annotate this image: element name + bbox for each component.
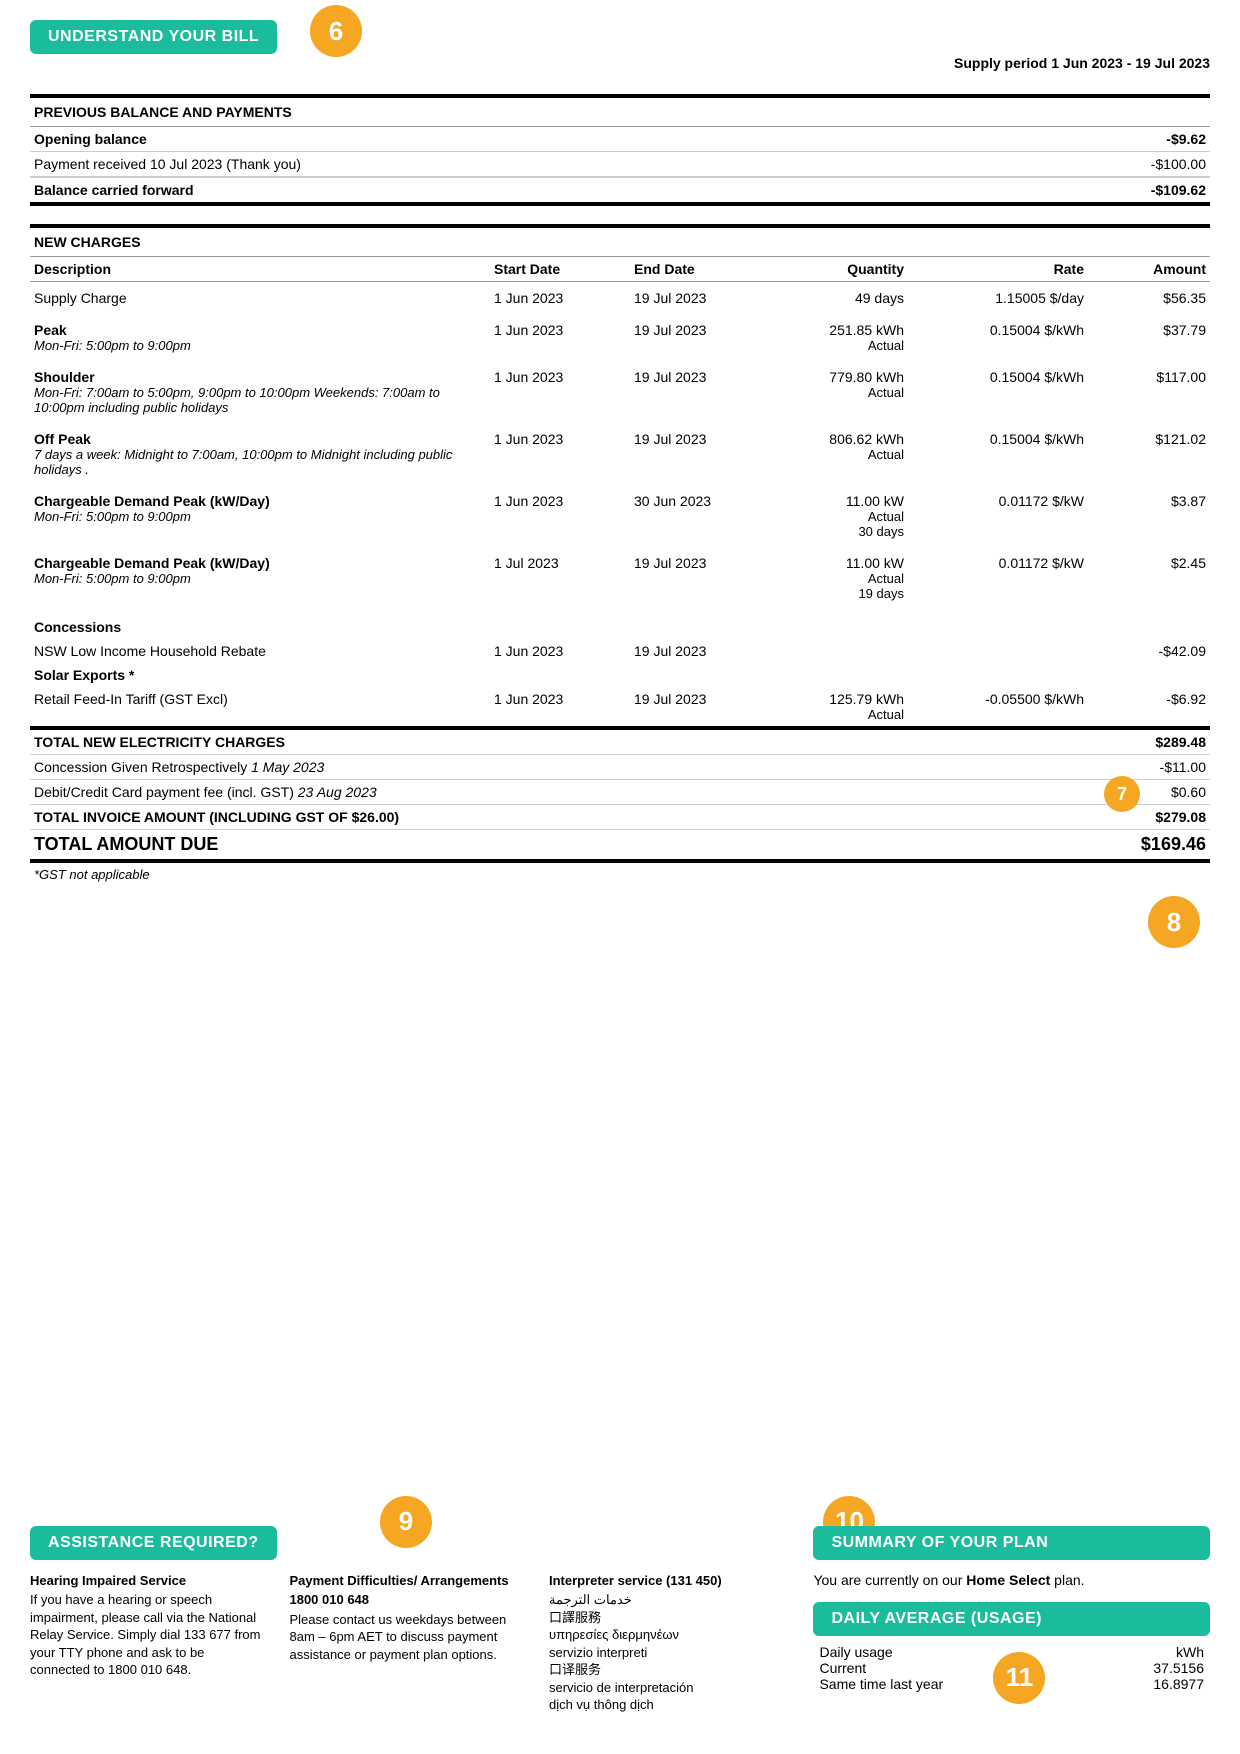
concession-desc: NSW Low Income Household Rebate (34, 643, 494, 659)
balance-carried-label: Balance carried forward (34, 182, 194, 198)
concession-end: 19 Jul 2023 (634, 643, 774, 659)
solar-label: Solar Exports * (34, 667, 494, 683)
usage-unit: kWh (1104, 1644, 1204, 1660)
prev-balance-title: PREVIOUS BALANCE AND PAYMENTS (30, 94, 1210, 127)
payment-col: Payment Difficulties/ Arrangements 1800 … (289, 1572, 523, 1714)
concession-amt: -$42.09 (1104, 643, 1206, 659)
balance-carried-row: Balance carried forward -$109.62 (30, 177, 1210, 206)
assistance-section: 9 ASSISTANCE REQUIRED? Hearing Impaired … (30, 1526, 783, 1714)
concessions-heading-row: Concessions (30, 609, 1210, 639)
plan-summary-title-pill: SUMMARY OF YOUR PLAN (813, 1526, 1210, 1560)
interpreter-line: servicio de interpretación (549, 1679, 783, 1697)
usage-last-label: Same time last year (819, 1676, 1104, 1692)
solar-start: 1 Jun 2023 (494, 691, 634, 707)
plan-name: Home Select (966, 1572, 1050, 1588)
badge-8: 8 (1148, 896, 1200, 948)
payment-heading: Payment Difficulties/ Arrangements (289, 1572, 523, 1590)
hearing-col: Hearing Impaired Service If you have a h… (30, 1572, 264, 1714)
charge-row: Chargeable Demand Peak (kW/Day)Mon-Fri: … (30, 547, 1210, 609)
new-charges-header-row: Description Start Date End Date Quantity… (30, 257, 1210, 282)
fee-label: Debit/Credit Card payment fee (incl. GST… (34, 784, 294, 800)
interpreter-line: خدمات الترجمة (549, 1591, 783, 1609)
interpreter-line: 口譯服務 (549, 1609, 783, 1627)
col-amt: Amount (1104, 261, 1206, 277)
col-qty: Quantity (774, 261, 924, 277)
badge-7: 7 (1104, 776, 1140, 812)
plan-summary-section: 10 SUMMARY OF YOUR PLAN You are currentl… (813, 1526, 1210, 1714)
retro-value: -$11.00 (1160, 759, 1206, 775)
retro-concession-row: Concession Given Retrospectively 1 May 2… (30, 755, 1210, 780)
due-value: $169.46 (1141, 834, 1206, 855)
total-new-charges-row: TOTAL NEW ELECTRICITY CHARGES $289.48 (30, 730, 1210, 755)
new-charges-section: NEW CHARGES Description Start Date End D… (30, 224, 1210, 886)
total-new-value: $289.48 (1155, 734, 1206, 750)
concession-row: NSW Low Income Household Rebate 1 Jun 20… (30, 639, 1210, 663)
hearing-body: If you have a hearing or speech impairme… (30, 1591, 264, 1679)
plan-text: You are currently on our Home Select pla… (813, 1572, 1210, 1588)
invoice-value: $279.08 (1155, 809, 1206, 825)
concessions-label: Concessions (34, 619, 494, 635)
charge-row: Off Peak7 days a week: Midnight to 7:00a… (30, 423, 1210, 485)
charge-row: PeakMon-Fri: 5:00pm to 9:00pm 1 Jun 2023… (30, 314, 1210, 361)
payment-phone: 1800 010 648 (289, 1591, 523, 1609)
charge-row: Supply Charge 1 Jun 2023 19 Jul 2023 49 … (30, 282, 1210, 314)
hearing-heading: Hearing Impaired Service (30, 1572, 264, 1590)
solar-heading-row: Solar Exports * (30, 663, 1210, 687)
interpreter-line: 口译服务 (549, 1661, 783, 1679)
badge-11: 11 (993, 1652, 1045, 1704)
interpreter-heading: Interpreter service (131 450) (549, 1572, 783, 1590)
charge-row: Chargeable Demand Peak (kW/Day)Mon-Fri: … (30, 485, 1210, 547)
usage-heading: Daily usage (819, 1644, 1104, 1660)
understand-your-bill-pill: UNDERSTAND YOUR BILL (30, 20, 277, 54)
usage-current-label: Current (819, 1660, 1104, 1676)
solar-desc: Retail Feed-In Tariff (GST Excl) (34, 691, 494, 707)
interpreter-col: Interpreter service (131 450) خدمات التر… (549, 1572, 783, 1714)
usage-block: Daily usage kWh Current 37.5156 Same tim… (813, 1636, 1210, 1700)
payment-body: Please contact us weekdays between 8am –… (289, 1611, 523, 1664)
total-due-row: TOTAL AMOUNT DUE $169.46 (30, 830, 1210, 863)
interpreter-line: υπηρεσίες διερμηνέων (549, 1626, 783, 1644)
retro-date: 1 May 2023 (251, 759, 324, 775)
solar-row: Retail Feed-In Tariff (GST Excl) 1 Jun 2… (30, 687, 1210, 730)
total-new-label: TOTAL NEW ELECTRICITY CHARGES (34, 734, 285, 750)
col-end: End Date (634, 261, 774, 277)
due-label: TOTAL AMOUNT DUE (34, 834, 218, 855)
usage-last-value: 16.8977 (1104, 1676, 1204, 1692)
charge-row: ShoulderMon-Fri: 7:00am to 5:00pm, 9:00p… (30, 361, 1210, 423)
usage-current-value: 37.5156 (1104, 1660, 1204, 1676)
badge-6: 6 (310, 5, 362, 57)
col-start: Start Date (494, 261, 634, 277)
invoice-label: TOTAL INVOICE AMOUNT (INCLUDING GST OF $… (34, 809, 399, 825)
fee-value: $0.60 (1171, 784, 1206, 800)
interpreter-line: dịch vụ thông dịch (549, 1696, 783, 1714)
col-description: Description (34, 261, 494, 277)
supply-period: Supply period 1 Jun 2023 - 19 Jul 2023 (954, 55, 1210, 71)
daily-usage-title-pill: DAILY AVERAGE (USAGE) (813, 1602, 1210, 1636)
new-charges-title: NEW CHARGES (30, 224, 1210, 257)
prev-balance-row: Opening balance-$9.62 (30, 127, 1210, 152)
concession-start: 1 Jun 2023 (494, 643, 634, 659)
solar-rate: -0.05500 $/kWh (924, 691, 1104, 707)
card-fee-row: Debit/Credit Card payment fee (incl. GST… (30, 780, 1210, 805)
retro-label: Concession Given Retrospectively (34, 759, 247, 775)
assistance-title-pill: ASSISTANCE REQUIRED? (30, 1526, 277, 1560)
previous-balance-section: PREVIOUS BALANCE AND PAYMENTS Opening ba… (30, 94, 1210, 206)
balance-carried-value: -$109.62 (1151, 182, 1206, 198)
col-rate: Rate (924, 261, 1104, 277)
total-invoice-row: TOTAL INVOICE AMOUNT (INCLUDING GST OF $… (30, 805, 1210, 830)
prev-balance-row: Payment received 10 Jul 2023 (Thank you)… (30, 152, 1210, 177)
gst-footnote: *GST not applicable (30, 863, 1210, 886)
solar-amt: -$6.92 (1104, 691, 1206, 707)
interpreter-line: servizio interpreti (549, 1644, 783, 1662)
header: UNDERSTAND YOUR BILL 6 Supply period 1 J… (0, 0, 1240, 64)
solar-qty: 125.79 kWh Actual (774, 691, 924, 722)
bottom-area: 9 ASSISTANCE REQUIRED? Hearing Impaired … (30, 1526, 1210, 1714)
fee-date: 23 Aug 2023 (298, 784, 377, 800)
solar-end: 19 Jul 2023 (634, 691, 774, 707)
